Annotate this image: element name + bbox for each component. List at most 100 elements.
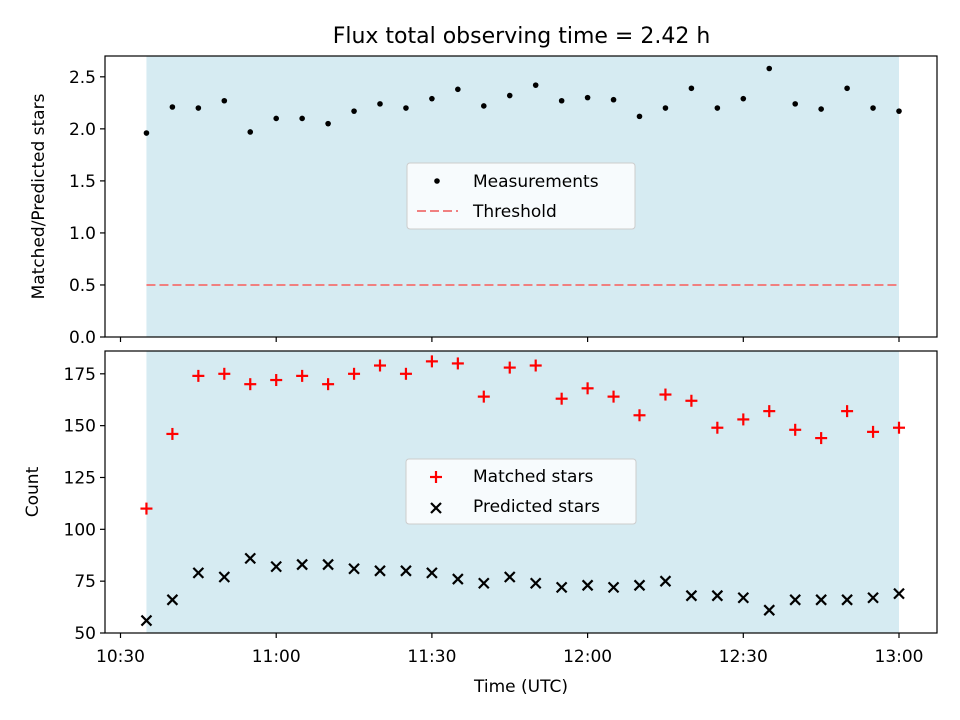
measurement-point <box>221 97 228 104</box>
predicted-star-point <box>503 571 516 583</box>
measurement-point <box>870 105 876 111</box>
legend-matched-marker <box>430 471 442 483</box>
matched-star-point <box>166 427 179 440</box>
matched-star-point <box>789 423 802 436</box>
bottom-x-tick-label: 12:30 <box>719 647 768 667</box>
predicted-star-point <box>789 594 801 606</box>
measurement-point <box>584 94 591 101</box>
bottom-x-axis-ticks: 10:30 11:00 11:30 12:00 12:30 13:00 <box>96 633 924 667</box>
matched-star-point <box>555 392 568 405</box>
predicted-star-point <box>737 591 750 604</box>
predicted-star-point <box>348 562 360 575</box>
top-plot-frame <box>104 55 938 338</box>
predicted-star-point <box>867 591 879 604</box>
top-panel: 0.0 0.5 1.0 1.5 2.0 2.5 Matched/Predicted sta… <box>29 55 938 348</box>
measurement-point <box>455 86 461 93</box>
bottom-legend-box <box>405 458 637 525</box>
matched-star-point <box>451 357 464 370</box>
measurement-point <box>896 108 902 114</box>
predicted-star-point <box>529 577 542 590</box>
matched-star-point <box>763 405 776 418</box>
bottom-x-tick-label: 12:00 <box>563 647 612 667</box>
measurement-point <box>299 115 305 122</box>
top-y-tick-label: 0.0 <box>69 328 96 348</box>
legend-predicted-marker <box>430 502 442 514</box>
bottom-panel: 50 75 100 125 150 175 10:30 11:00 11:30 12:00 12:… <box>23 350 938 667</box>
top-data-marks <box>143 65 902 286</box>
matched-star-point <box>685 394 698 407</box>
measurement-point <box>403 105 409 111</box>
predicted-star-point <box>659 575 672 587</box>
top-y-tick-label: 2.5 <box>69 68 96 88</box>
legend-matched-label: Matched stars <box>473 467 593 487</box>
matched-star-point <box>218 367 231 380</box>
matched-star-point <box>711 421 724 434</box>
matched-star-point <box>529 359 542 372</box>
matched-star-point <box>815 432 828 445</box>
matched-star-point <box>867 425 880 438</box>
measurement-point <box>351 108 357 114</box>
bottom-y-axis-ticks: 50 75 100 125 150 175 <box>64 365 105 644</box>
matched-star-point <box>244 378 257 391</box>
top-y-tick-label: 0.5 <box>69 276 96 296</box>
matched-star-point <box>581 382 594 395</box>
predicted-star-point <box>478 577 490 590</box>
predicted-star-point <box>633 579 646 592</box>
bottom-y-tick-label: 175 <box>64 365 96 385</box>
predicted-star-point <box>841 594 853 606</box>
top-y-tick-label: 2.0 <box>69 120 96 140</box>
measurement-point <box>429 95 435 102</box>
bottom-y-tick-label: 100 <box>64 520 96 540</box>
predicted-star-point <box>400 565 412 577</box>
matched-star-point <box>270 374 283 387</box>
matched-star-point <box>841 405 854 418</box>
top-legend: Measurements Threshold <box>406 162 636 230</box>
predicted-star-point <box>166 594 179 606</box>
measurement-point <box>506 92 513 99</box>
measurement-point <box>532 82 539 88</box>
bottom-y-tick-label: 50 <box>74 624 96 644</box>
measurement-point <box>143 130 150 136</box>
matched-star-point <box>296 369 309 382</box>
bottom-legend: Matched stars Predicted stars <box>405 458 637 525</box>
measurement-point <box>766 65 773 72</box>
bottom-y-tick-label: 150 <box>64 417 96 437</box>
measurement-point <box>792 101 798 107</box>
predicted-star-point <box>763 604 776 616</box>
matched-star-point <box>140 502 153 515</box>
matched-star-point <box>893 421 905 434</box>
matched-star-point <box>503 361 516 374</box>
measurement-point <box>169 104 176 110</box>
predicted-star-point <box>555 581 568 594</box>
top-y-axis-ticks: 0.0 0.5 1.0 1.5 2.0 2.5 <box>69 68 105 348</box>
legend-threshold-label: Threshold <box>472 202 557 222</box>
x-axis-label: Time (UTC) <box>473 677 568 697</box>
matched-star-point <box>348 367 361 380</box>
measurement-point <box>195 105 202 111</box>
predicted-star-point <box>140 614 153 627</box>
bottom-y-tick-label: 75 <box>74 572 96 592</box>
measurement-point <box>273 115 280 122</box>
matched-star-point <box>399 367 412 380</box>
top-legend-box <box>406 162 636 230</box>
measurement-point <box>377 101 383 107</box>
bottom-x-tick-label: 11:00 <box>252 647 301 667</box>
predicted-star-point <box>374 565 386 577</box>
bottom-plot-frame <box>104 350 938 634</box>
top-x-axis-ticks <box>119 337 900 342</box>
legend-measurements-label: Measurements <box>473 172 599 192</box>
legend-measurements-marker <box>434 178 440 184</box>
measurement-point <box>844 85 850 92</box>
top-y-axis-label: Matched/Predicted stars <box>29 93 49 299</box>
predicted-star-point <box>296 558 308 571</box>
predicted-star-point <box>218 571 231 583</box>
matched-star-point <box>477 390 490 403</box>
measurement-point <box>714 105 721 111</box>
matched-star-point <box>737 413 750 426</box>
measurement-point <box>247 129 254 135</box>
measurement-point <box>610 96 617 103</box>
bottom-data-marks <box>140 355 905 627</box>
predicted-star-point <box>192 567 205 579</box>
predicted-star-point <box>685 589 698 602</box>
predicted-star-point <box>244 552 257 565</box>
